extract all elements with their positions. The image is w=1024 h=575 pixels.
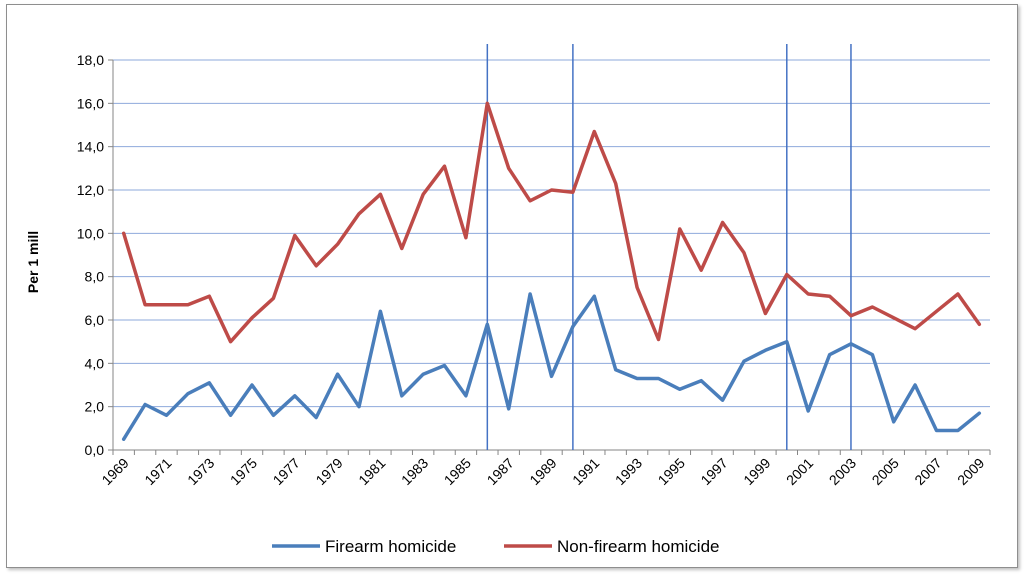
x-tick-label: 1973 [184, 455, 217, 488]
y-tick-label: 18,0 [77, 52, 104, 68]
y-tick-label: 16,0 [77, 95, 104, 111]
legend: Firearm homicide Non-firearm homicide [272, 537, 720, 556]
series-lines [121, 101, 982, 441]
y-tick-label: 6,0 [85, 312, 105, 328]
y-axis-label: Per 1 mill [25, 231, 41, 293]
y-tick-label: 4,0 [85, 355, 105, 371]
gridlines [108, 59, 990, 451]
x-tick-label: 1979 [312, 455, 345, 488]
x-tick-label: 1989 [526, 455, 559, 488]
legend-label: Firearm homicide [325, 537, 456, 556]
legend-label: Non-firearm homicide [557, 537, 720, 556]
x-tick-label: 1995 [655, 455, 688, 488]
y-tick-label: 14,0 [77, 139, 104, 155]
x-tick-label: 2007 [911, 455, 944, 488]
x-tick-label: 1993 [612, 455, 645, 488]
y-tick-label: 8,0 [85, 269, 105, 285]
x-tick-label: 2009 [954, 455, 987, 488]
x-tick-label: 1987 [483, 455, 516, 488]
y-tick-labels: 0,0 2,0 4,0 6,0 8,0 10,0 12,0 14,0 16,0 18,0 [77, 52, 104, 458]
x-tick-label: 1977 [270, 455, 303, 488]
x-tick-label: 1969 [98, 455, 131, 488]
y-tick-label: 0,0 [85, 442, 105, 458]
x-tick-labels: 1969 1971 1973 1975 1977 1979 1981 1983 1985 1987… [98, 455, 987, 488]
y-tick-label: 2,0 [85, 399, 105, 415]
x-tick-label: 2001 [783, 455, 816, 488]
x-tick-label: 1975 [227, 455, 260, 488]
y-tick-label: 10,0 [77, 225, 104, 241]
x-tick-label: 1997 [697, 455, 730, 488]
x-tick-label: 1983 [398, 455, 431, 488]
x-tick-label: 1971 [141, 455, 174, 488]
axes [112, 60, 991, 455]
x-tick-label: 2003 [826, 455, 859, 488]
series-line-firearm [121, 292, 982, 441]
x-tick-label: 1981 [355, 455, 388, 488]
y-tick-label: 12,0 [77, 182, 104, 198]
vertical-markers [486, 44, 852, 450]
x-tick-label: 1999 [740, 455, 773, 488]
series-line-non-firearm [121, 101, 982, 344]
x-tick-label: 1991 [569, 455, 602, 488]
chart-frame [6, 4, 1018, 568]
x-tick-label: 1985 [441, 455, 474, 488]
x-tick-label: 2005 [869, 455, 902, 488]
